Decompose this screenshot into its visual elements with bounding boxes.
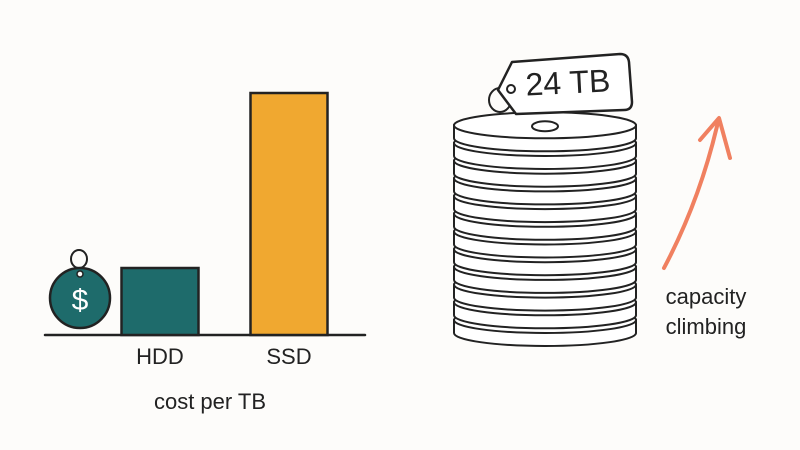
tag-hole [506, 84, 516, 94]
tag-hole [76, 270, 84, 278]
dollar-sign: $ [72, 284, 89, 317]
bars [120, 91, 329, 337]
disk-stack [453, 111, 637, 347]
x-tick-label: SSD [266, 344, 311, 369]
disk-hole [531, 120, 559, 133]
annotation-line: climbing [666, 314, 747, 339]
x-tick-label: HDD [136, 344, 184, 369]
x-axis-label: cost per TB [154, 389, 266, 414]
capacity-tag: 24 TB [488, 52, 634, 116]
bar [120, 266, 200, 337]
tag-text: 24 TB [525, 62, 612, 102]
arrow-shaft [662, 120, 720, 270]
bar [249, 91, 329, 337]
growth-arrow [662, 116, 732, 270]
arrow-head [698, 116, 732, 160]
price-tag-icon: $ [48, 249, 112, 330]
annotation-line: capacity [666, 284, 747, 309]
tag-body [48, 266, 112, 330]
tag-body [496, 52, 634, 116]
